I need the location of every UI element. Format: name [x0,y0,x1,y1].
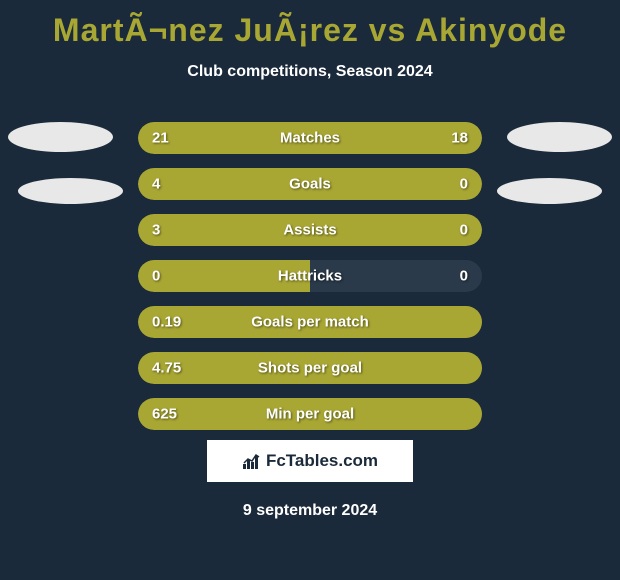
player-right-avatar-secondary [497,178,602,204]
stat-row: 3 0 Assists [138,214,482,246]
stat-label: Matches [280,130,340,147]
stat-label: Min per goal [266,406,354,423]
player-left-avatar-secondary [18,178,123,204]
logo-text: FcTables.com [266,451,378,471]
stat-value-right: 0 [460,268,468,285]
comparison-subtitle: Club competitions, Season 2024 [0,63,620,81]
stat-value-left: 4 [152,176,160,193]
chart-icon [242,452,262,470]
stat-bar-right [406,214,482,246]
stat-row: 625 Min per goal [138,398,482,430]
stat-bar-left [138,168,406,200]
comparison-title: MartÃ¬nez JuÃ¡rez vs Akinyode [0,0,620,49]
stat-value-left: 0.19 [152,314,181,331]
stat-value-left: 21 [152,130,169,147]
stat-row: 4.75 Shots per goal [138,352,482,384]
stat-value-left: 4.75 [152,360,181,377]
stat-bar-left [138,214,406,246]
player-left-avatar [8,122,113,152]
stat-row: 4 0 Goals [138,168,482,200]
stat-label: Goals [289,176,331,193]
stat-row: 0 0 Hattricks [138,260,482,292]
player-right-avatar [507,122,612,152]
stat-value-right: 0 [460,176,468,193]
logo-box: FcTables.com [207,440,413,482]
stat-row: 21 18 Matches [138,122,482,154]
stat-label: Hattricks [278,268,342,285]
stat-label: Shots per goal [258,360,362,377]
logo-content: FcTables.com [242,451,378,471]
stat-value-right: 18 [451,130,468,147]
stat-value-right: 0 [460,222,468,239]
stat-bar-right [406,168,482,200]
stats-container: 21 18 Matches 4 0 Goals 3 0 Assists 0 0 Hattricks 0.… [138,122,482,444]
stat-value-left: 3 [152,222,160,239]
stat-label: Goals per match [251,314,369,331]
stat-value-left: 0 [152,268,160,285]
date-text: 9 september 2024 [243,502,377,520]
stat-value-left: 625 [152,406,177,423]
stat-row: 0.19 Goals per match [138,306,482,338]
stat-label: Assists [283,222,336,239]
